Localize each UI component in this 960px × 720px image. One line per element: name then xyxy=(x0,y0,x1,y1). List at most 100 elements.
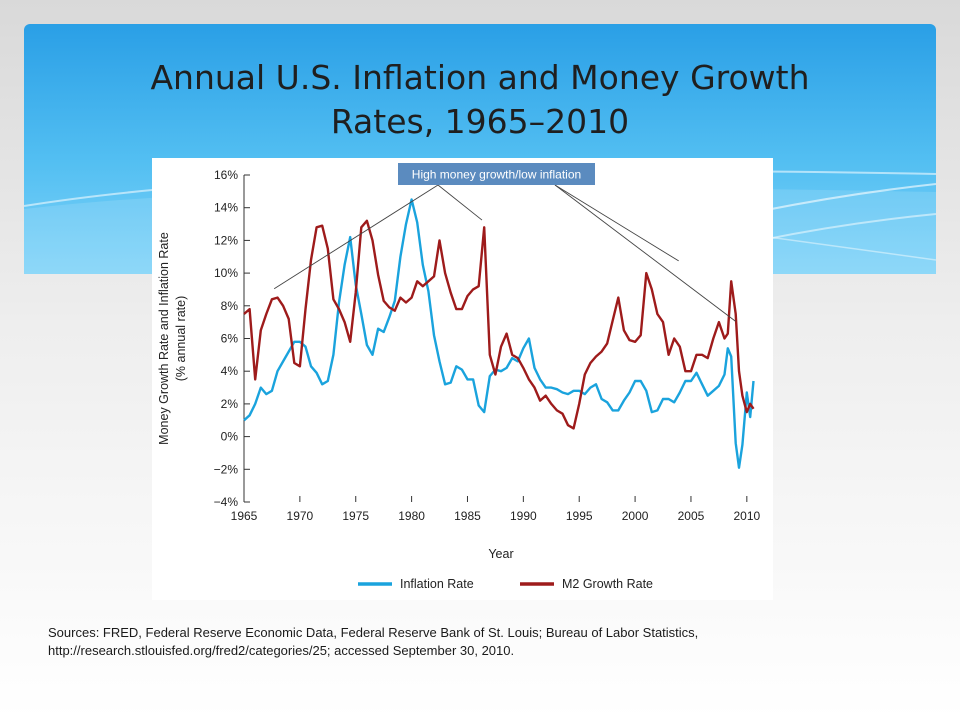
chart-panel: −4% −2% 0% 2% 4% 6% 8% 10% 12% 14% 16% 1965 1970 1975… xyxy=(152,158,773,600)
inflation-rate-point xyxy=(567,393,568,394)
inflation-rate-point xyxy=(467,379,468,380)
m2-growth-rate-point xyxy=(266,313,267,314)
m2-growth-rate-point xyxy=(350,341,351,342)
slide-title-line-1: Annual U.S. Inflation and Money Growth xyxy=(150,58,810,97)
inflation-rate-point xyxy=(590,387,591,388)
inflation-rate-point xyxy=(534,367,535,368)
y-axis-label: Money Growth Rate and Inflation Rate xyxy=(157,232,171,445)
annotation-leader-line xyxy=(437,184,483,221)
m2-growth-rate-point xyxy=(243,313,244,314)
annotation-box xyxy=(398,163,595,185)
m2-growth-rate-point xyxy=(361,227,362,228)
m2-growth-rate-point xyxy=(411,297,412,298)
m2-growth-rate-point xyxy=(467,295,468,296)
y-tick-label: 6% xyxy=(221,332,239,346)
m2-growth-rate-point xyxy=(573,428,574,429)
y-tick-label: 4% xyxy=(221,364,239,378)
inflation-rate-point xyxy=(690,380,691,381)
inflation-rate-point xyxy=(735,443,736,444)
sources-line-1: Sources: FRED, Federal Reserve Economic … xyxy=(48,625,699,640)
m2-growth-rate-point xyxy=(579,403,580,404)
y-tick-label: 14% xyxy=(214,201,238,215)
m2-growth-rate-point xyxy=(439,240,440,241)
y-tick-label: 2% xyxy=(221,397,239,411)
sources-note: Sources: FRED, Federal Reserve Economic … xyxy=(48,624,928,660)
m2-growth-rate-point xyxy=(662,322,663,323)
inflation-rate-point xyxy=(333,354,334,355)
m2-growth-rate-point xyxy=(595,356,596,357)
inflation-rate-point xyxy=(528,338,529,339)
inflation-rate-point xyxy=(640,380,641,381)
inflation-rate-point xyxy=(338,302,339,303)
inflation-rate-point xyxy=(316,372,317,373)
inflation-rate-point xyxy=(696,372,697,373)
inflation-rate-point xyxy=(271,390,272,391)
m2-growth-rate-point xyxy=(551,403,552,404)
inflation-rate-point xyxy=(305,346,306,347)
inflation-rate-point xyxy=(607,402,608,403)
y-axis-label-unit: (% annual rate) xyxy=(174,296,188,381)
inflation-rate-point xyxy=(612,410,613,411)
y-tick-label: 10% xyxy=(214,266,238,280)
x-tick-label: 1970 xyxy=(287,509,314,523)
m2-growth-rate-point xyxy=(394,310,395,311)
m2-growth-rate-point xyxy=(679,346,680,347)
inflation-rate-point xyxy=(562,392,563,393)
inflation-rate-point xyxy=(512,358,513,359)
inflation-rate-point xyxy=(361,313,362,314)
inflation-rate-point xyxy=(500,371,501,372)
m2-growth-rate-point xyxy=(727,333,728,334)
chart-svg: −4% −2% 0% 2% 4% 6% 8% 10% 12% 14% 16% 1965 1970 1975… xyxy=(157,163,760,591)
m2-growth-rate-point xyxy=(668,354,669,355)
m2-growth-rate-point xyxy=(640,335,641,336)
m2-growth-rate-point xyxy=(629,340,630,341)
legend-label-m2: M2 Growth Rate xyxy=(562,577,653,591)
m2-growth-rate-point xyxy=(456,308,457,309)
inflation-rate-point xyxy=(428,290,429,291)
x-tick-label: 1980 xyxy=(398,509,425,523)
m2-growth-rate-point xyxy=(567,425,568,426)
inflation-rate-point xyxy=(579,390,580,391)
m2-growth-rate-point xyxy=(523,367,524,368)
m2-growth-rate-point xyxy=(718,322,719,323)
inflation-rate-point xyxy=(405,223,406,224)
m2-growth-rate-point xyxy=(277,297,278,298)
inflation-rate-point xyxy=(366,344,367,345)
x-tick-label: 1975 xyxy=(342,509,369,523)
inflation-rate-point xyxy=(249,415,250,416)
m2-growth-rate-point xyxy=(601,351,602,352)
inflation-rate-point xyxy=(629,392,630,393)
m2-growth-rate-point xyxy=(540,400,541,401)
inflation-rate-point xyxy=(601,398,602,399)
inflation-rate-point xyxy=(350,237,351,238)
inflation-rate-point xyxy=(506,367,507,368)
inflation-rate-point xyxy=(573,390,574,391)
m2-growth-rate-point xyxy=(299,366,300,367)
m2-growth-rate-point xyxy=(707,358,708,359)
m2-growth-rate-point xyxy=(355,292,356,293)
m2-growth-rate-point xyxy=(685,371,686,372)
inflation-rate-point xyxy=(713,390,714,391)
inflation-rate-point xyxy=(668,398,669,399)
inflation-rate-point xyxy=(746,392,747,393)
annotation-leader-line xyxy=(273,184,439,290)
m2-growth-rate-point xyxy=(512,354,513,355)
inflation-rate-point xyxy=(750,416,751,417)
m2-growth-rate-point xyxy=(738,371,739,372)
m2-growth-rate-point xyxy=(607,343,608,344)
m2-growth-rate-point xyxy=(305,308,306,309)
inflation-rate-point xyxy=(727,348,728,349)
inflation-rate-point xyxy=(540,379,541,380)
inflation-rate-point xyxy=(753,380,754,381)
m2-growth-rate-point xyxy=(713,338,714,339)
m2-growth-rate-point xyxy=(618,297,619,298)
m2-growth-rate-point xyxy=(545,395,546,396)
inflation-rate-point xyxy=(679,392,680,393)
inflation-rate-point xyxy=(433,335,434,336)
legend-label-inflation: Inflation Rate xyxy=(400,577,474,591)
m2-growth-rate-point xyxy=(422,286,423,287)
x-tick-label: 2010 xyxy=(733,509,760,523)
m2-growth-rate-point xyxy=(450,292,451,293)
m2-growth-rate-point xyxy=(517,358,518,359)
m2-growth-rate-point xyxy=(674,338,675,339)
